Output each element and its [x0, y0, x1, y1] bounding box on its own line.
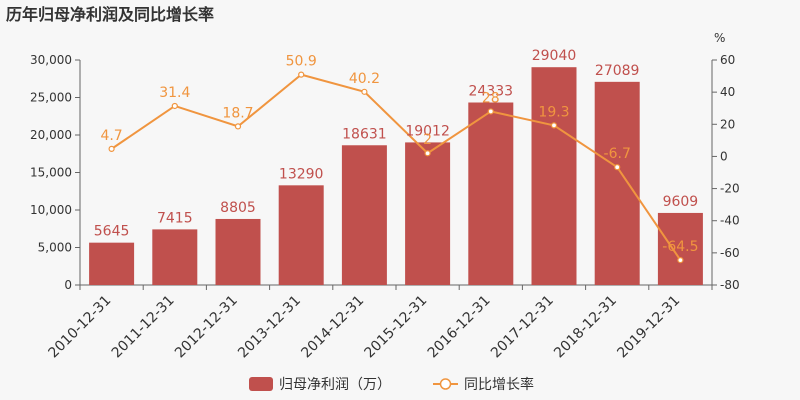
- legend-bar-swatch: [249, 377, 273, 391]
- line-value-label: -6.7: [604, 146, 631, 162]
- y-right-tick-label: 40: [720, 85, 735, 99]
- y-left-tick-label: 30,000: [30, 53, 72, 67]
- y-right-tick-label: -40: [720, 214, 740, 228]
- line-point: [677, 256, 684, 264]
- legend[interactable]: 归母净利润（万） 同比增长率: [249, 376, 534, 393]
- y-left-tick-label: 15,000: [30, 166, 72, 180]
- bar: [405, 142, 451, 285]
- line-point: [487, 108, 494, 115]
- bar-value-label: 24333: [469, 84, 514, 100]
- bar: [152, 229, 198, 285]
- x-tick-label: 2019-12-31: [614, 293, 683, 362]
- x-tick-label: 2013-12-31: [235, 293, 304, 362]
- bar-value-label: 8805: [220, 200, 256, 216]
- line-value-label: 19.3: [538, 104, 569, 120]
- line-value-label: 28: [482, 90, 500, 106]
- y-right-tick-label: 60: [720, 53, 735, 67]
- line-value-label: 2: [423, 132, 432, 148]
- line-point: [234, 123, 242, 130]
- line-series: [108, 71, 684, 264]
- x-tick-label: 2016-12-31: [425, 293, 494, 362]
- y-left-tick-label: 5,000: [38, 241, 72, 255]
- line-point: [550, 122, 558, 129]
- bar: [594, 81, 640, 286]
- growth-line: [111, 73, 682, 261]
- line-point: [108, 145, 115, 152]
- bar-value-label: 5645: [94, 224, 130, 240]
- bar: [468, 102, 514, 285]
- bar: [531, 67, 577, 285]
- line-value-label: 4.7: [100, 128, 122, 144]
- bar: [341, 145, 387, 285]
- bar: [278, 185, 324, 285]
- x-tick-label: 2010-12-31: [46, 293, 115, 362]
- y-left-tick-label: 0: [64, 278, 72, 292]
- y-right-tick-label: 0: [720, 149, 728, 163]
- y-right-tick-label: -20: [720, 182, 740, 196]
- y-left-tick-label: 25,000: [30, 91, 72, 105]
- legend-bar-label: 归母净利润（万）: [279, 376, 391, 393]
- bar-value-label: 19012: [405, 123, 450, 139]
- y-right-tick-label: 20: [720, 117, 735, 131]
- x-tick-label: 2012-12-31: [172, 293, 241, 362]
- bar-value-label: 29040: [532, 48, 577, 64]
- line-point: [424, 150, 431, 157]
- y-right-unit: %: [714, 31, 725, 45]
- legend-item-bar[interactable]: 归母净利润（万）: [249, 376, 391, 393]
- y-left-tick-label: 10,000: [30, 203, 72, 217]
- line-point: [298, 71, 305, 78]
- line-value-label: 40.2: [349, 71, 380, 87]
- y-right-tick-label: -60: [720, 246, 740, 260]
- bar-value-label: 27089: [595, 63, 640, 79]
- x-tick-label: 2015-12-31: [362, 293, 431, 362]
- data-labels: 5645 7415 8805 13290 18631 19012 24333 29040 270…: [94, 48, 699, 255]
- bar-value-label: 18631: [342, 126, 387, 142]
- y-left-tick-label: 20,000: [30, 128, 72, 142]
- line-point: [361, 88, 368, 95]
- x-tick-label: 2014-12-31: [298, 293, 367, 362]
- bar-series: [89, 67, 703, 286]
- bar-value-label: 7415: [157, 210, 193, 226]
- line-value-label: 31.4: [159, 85, 190, 101]
- x-tick-label: 2011-12-31: [109, 293, 178, 362]
- line-value-label: 18.7: [222, 105, 253, 121]
- bar-value-label: 9609: [663, 194, 699, 210]
- x-tick-label: 2018-12-31: [551, 293, 620, 362]
- line-point: [614, 164, 621, 171]
- bar: [215, 218, 261, 285]
- bar: [89, 242, 135, 285]
- line-point: [171, 102, 178, 110]
- bar: [657, 212, 703, 285]
- line-value-label: -64.5: [662, 239, 698, 255]
- x-tick-label: 2017-12-31: [488, 293, 557, 362]
- chart-title: 历年归母净利润及同比增长率: [6, 5, 214, 24]
- legend-line-label: 同比增长率: [464, 376, 534, 393]
- line-value-label: 50.9: [286, 54, 317, 70]
- legend-line-marker: [439, 378, 452, 390]
- legend-item-line[interactable]: 同比增长率: [433, 376, 534, 393]
- y-right-tick-label: -80: [720, 278, 740, 292]
- bar-value-label: 13290: [279, 166, 324, 182]
